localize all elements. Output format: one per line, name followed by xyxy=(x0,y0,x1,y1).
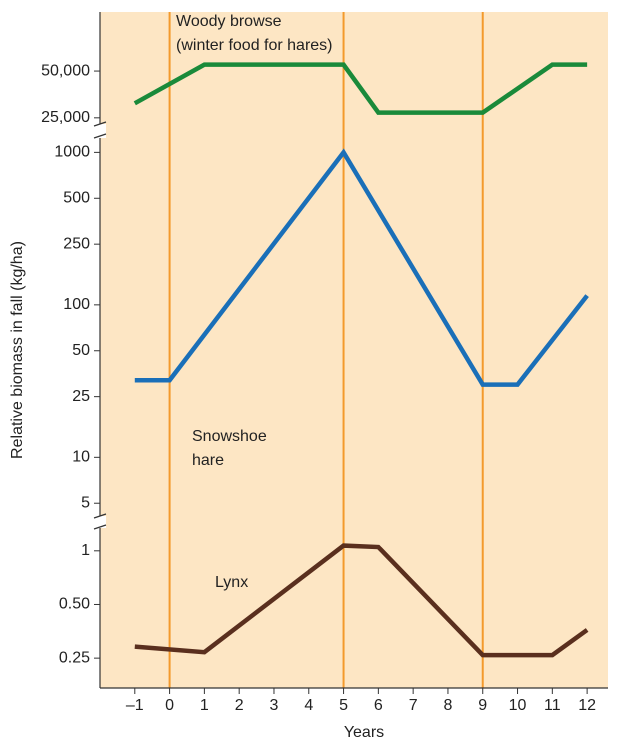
x-tick-label: 0 xyxy=(165,697,174,714)
x-tick-label: –1 xyxy=(126,697,144,714)
y-tick-label: 25 xyxy=(72,388,90,405)
data-line xyxy=(134,148,589,387)
y-tick-label: 500 xyxy=(63,189,90,206)
x-axis-label: Years xyxy=(344,724,384,741)
annotation: hare xyxy=(192,452,224,469)
x-tick-label: 2 xyxy=(235,697,244,714)
y-tick-label: 100 xyxy=(63,296,90,313)
axis-break-gap xyxy=(94,516,106,528)
y-tick-label: 1000 xyxy=(54,144,90,161)
x-tick-label: 9 xyxy=(478,697,487,714)
x-tick-label: 4 xyxy=(304,697,313,714)
data-line xyxy=(134,543,589,658)
x-tick-label: 1 xyxy=(200,697,209,714)
data-line xyxy=(133,62,588,115)
x-tick-label: 7 xyxy=(409,697,418,714)
annotation: Snowshoe xyxy=(192,428,267,445)
x-tick-label: 11 xyxy=(544,697,561,714)
y-tick-label: 250 xyxy=(63,235,90,252)
axis-break xyxy=(93,121,107,139)
plot-layer xyxy=(133,12,589,688)
plot-background xyxy=(100,12,608,688)
annotation: Woody browse xyxy=(176,13,282,30)
x-tick-label: 3 xyxy=(270,697,279,714)
x-tick-label: 8 xyxy=(443,697,452,714)
annotation: (winter food for hares) xyxy=(176,37,333,54)
annotation: Lynx xyxy=(215,574,248,591)
x-tick-label: 12 xyxy=(578,697,596,714)
y-tick-label: 0.50 xyxy=(59,596,90,613)
y-tick-label: 50 xyxy=(72,342,90,359)
y-axis-label: Relative biomass in fall (kg/ha) xyxy=(9,241,26,459)
y-tick-label: 25,000 xyxy=(41,109,90,126)
y-tick-label: 10 xyxy=(72,449,90,466)
y-tick-label: 0.25 xyxy=(59,649,90,666)
x-tick-label: 10 xyxy=(509,697,527,714)
y-tick-label: 5 xyxy=(81,494,90,511)
x-tick-label: 6 xyxy=(374,697,383,714)
axis-break xyxy=(93,513,107,530)
y-tick-label: 50,000 xyxy=(41,62,90,79)
x-tick-label: 5 xyxy=(339,697,348,714)
y-tick-label: 1 xyxy=(81,542,90,559)
